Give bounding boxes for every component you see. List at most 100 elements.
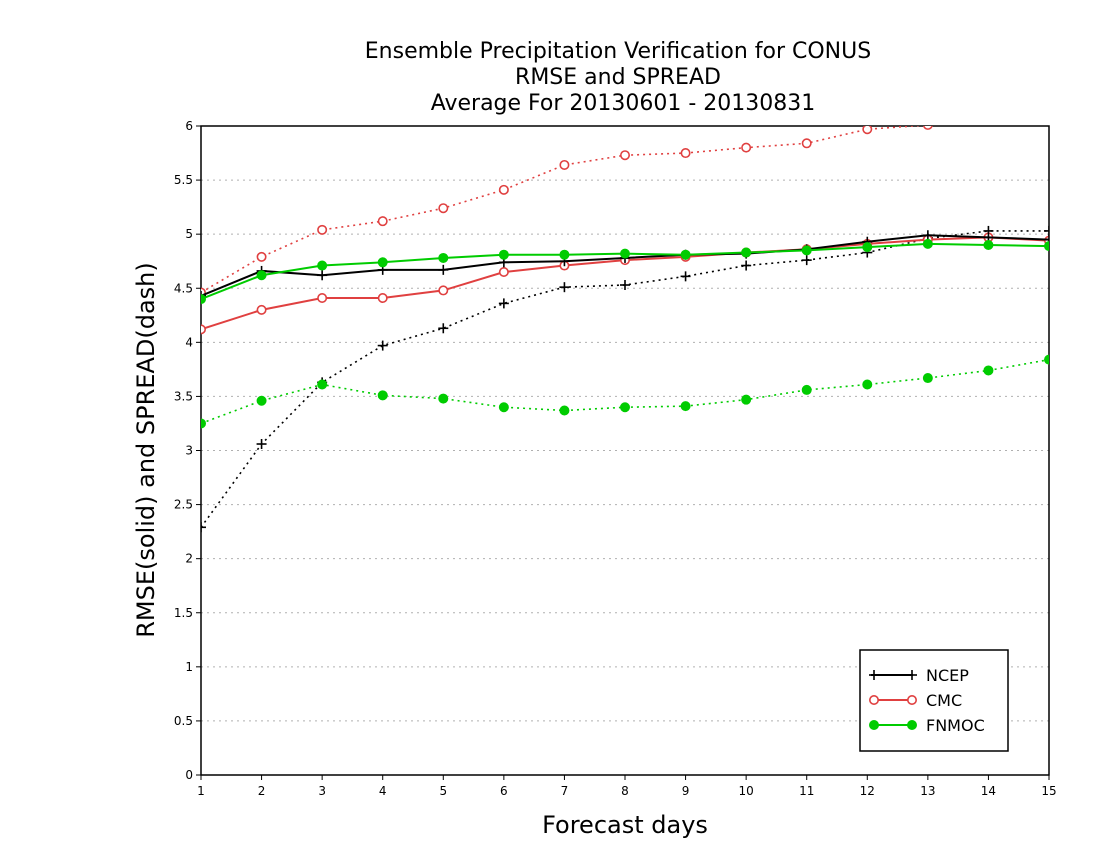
chart-title: Ensemble Precipitation Verification for … bbox=[365, 39, 871, 64]
y-tick-label: 0.5 bbox=[174, 714, 193, 728]
y-tick-label: 2.5 bbox=[174, 498, 193, 512]
data-point bbox=[619, 150, 630, 161]
legend-label: FNMOC bbox=[926, 716, 985, 735]
y-tick-label: 4.5 bbox=[174, 281, 193, 295]
data-point bbox=[1044, 234, 1049, 245]
chart-subtitle: RMSE and SPREAD bbox=[515, 65, 721, 90]
data-point bbox=[559, 249, 570, 260]
data-point bbox=[1045, 111, 1053, 119]
data-point bbox=[741, 394, 752, 405]
legend-marker bbox=[868, 694, 879, 705]
x-tick-label: 2 bbox=[258, 784, 266, 798]
x-tick-label: 6 bbox=[500, 784, 508, 798]
data-point bbox=[498, 184, 509, 195]
data-point bbox=[256, 439, 267, 450]
data-point bbox=[680, 249, 691, 260]
x-axis: 1 2 3 4 5 6 7 8 9 10 11 12 13 14 15 bbox=[197, 775, 1057, 798]
x-axis-label: Forecast days bbox=[542, 811, 708, 839]
legend-marker bbox=[869, 670, 879, 680]
data-point bbox=[438, 323, 449, 334]
legend-label: NCEP bbox=[926, 666, 969, 685]
x-tick-label: 10 bbox=[739, 784, 754, 798]
data-point bbox=[377, 340, 388, 351]
data-point bbox=[801, 245, 812, 256]
x-tick-label: 12 bbox=[860, 784, 875, 798]
x-tick-label: 8 bbox=[621, 784, 629, 798]
y-tick-label: 1 bbox=[185, 660, 193, 674]
x-tick-label: 9 bbox=[682, 784, 690, 798]
data-point bbox=[377, 292, 388, 303]
legend-marker bbox=[907, 720, 917, 730]
data-point bbox=[317, 270, 328, 281]
y-tick-label: 5 bbox=[185, 227, 193, 241]
x-tick-label: 13 bbox=[920, 784, 935, 798]
data-point bbox=[620, 280, 630, 291]
data-point bbox=[801, 138, 812, 149]
data-point bbox=[801, 384, 812, 395]
data-point bbox=[620, 402, 630, 413]
data-point bbox=[377, 257, 388, 268]
data-point bbox=[377, 390, 388, 401]
data-point bbox=[438, 264, 449, 275]
data-point bbox=[498, 402, 509, 413]
data-point bbox=[498, 298, 509, 309]
data-point bbox=[922, 238, 933, 249]
x-tick-label: 14 bbox=[981, 784, 996, 798]
series-line-ncep-spread bbox=[201, 230, 1049, 528]
y-tick-label: 6 bbox=[185, 119, 193, 133]
data-point bbox=[498, 267, 509, 278]
series-fnmoc-spread bbox=[201, 354, 1049, 429]
y-tick-label: 3 bbox=[185, 444, 193, 458]
data-point bbox=[922, 230, 933, 241]
data-point bbox=[680, 271, 691, 282]
data-point bbox=[1044, 241, 1049, 252]
data-point bbox=[498, 249, 509, 260]
data-point bbox=[201, 294, 206, 305]
chart-period: Average For 20130601 - 20130831 bbox=[431, 91, 816, 116]
data-point bbox=[317, 224, 328, 235]
data-point bbox=[862, 379, 873, 390]
data-point bbox=[862, 126, 873, 135]
legend: NCEP CMC FNMOC bbox=[859, 649, 1009, 752]
data-point bbox=[438, 393, 449, 404]
data-point bbox=[922, 373, 933, 384]
data-point bbox=[317, 379, 328, 390]
x-tick-label: 7 bbox=[561, 784, 569, 798]
data-point bbox=[559, 282, 570, 293]
legend-marker bbox=[906, 694, 917, 705]
data-point bbox=[317, 260, 328, 271]
series-line-cmc-spread bbox=[201, 126, 924, 294]
data-point bbox=[741, 247, 752, 258]
legend-marker bbox=[907, 670, 917, 680]
data-point bbox=[256, 251, 267, 262]
data-point bbox=[801, 255, 812, 266]
data-point bbox=[680, 148, 691, 159]
data-point bbox=[922, 126, 933, 130]
data-point bbox=[741, 142, 752, 153]
legend-item-fnmoc: FNMOC bbox=[869, 716, 985, 735]
data-point bbox=[201, 522, 206, 533]
data-point bbox=[741, 260, 752, 271]
data-point bbox=[862, 242, 873, 253]
data-point bbox=[983, 365, 994, 376]
series-cmc-spread bbox=[201, 111, 1053, 298]
y-tick-label: 1.5 bbox=[174, 606, 193, 620]
legend-item-ncep: NCEP bbox=[869, 666, 969, 685]
series-fnmoc-rmse bbox=[201, 238, 1049, 305]
x-tick-label: 11 bbox=[799, 784, 814, 798]
x-tick-label: 15 bbox=[1041, 784, 1056, 798]
data-point bbox=[377, 216, 388, 227]
y-tick-label: 3.5 bbox=[174, 389, 193, 403]
data-point bbox=[1044, 354, 1049, 365]
series-line-fnmoc-spread bbox=[201, 358, 1049, 425]
x-tick-label: 5 bbox=[439, 784, 447, 798]
data-point bbox=[438, 285, 449, 296]
y-tick-label: 4 bbox=[185, 335, 193, 349]
data-point bbox=[1044, 225, 1049, 236]
y-tick-label: 0 bbox=[185, 768, 193, 782]
y-axis: 0 0.5 1 1.5 2 2.5 3 3.5 4 4.5 5 5.5 6 bbox=[174, 119, 201, 782]
data-point bbox=[680, 401, 691, 412]
legend-label: CMC bbox=[926, 691, 962, 710]
data-point bbox=[983, 239, 994, 250]
